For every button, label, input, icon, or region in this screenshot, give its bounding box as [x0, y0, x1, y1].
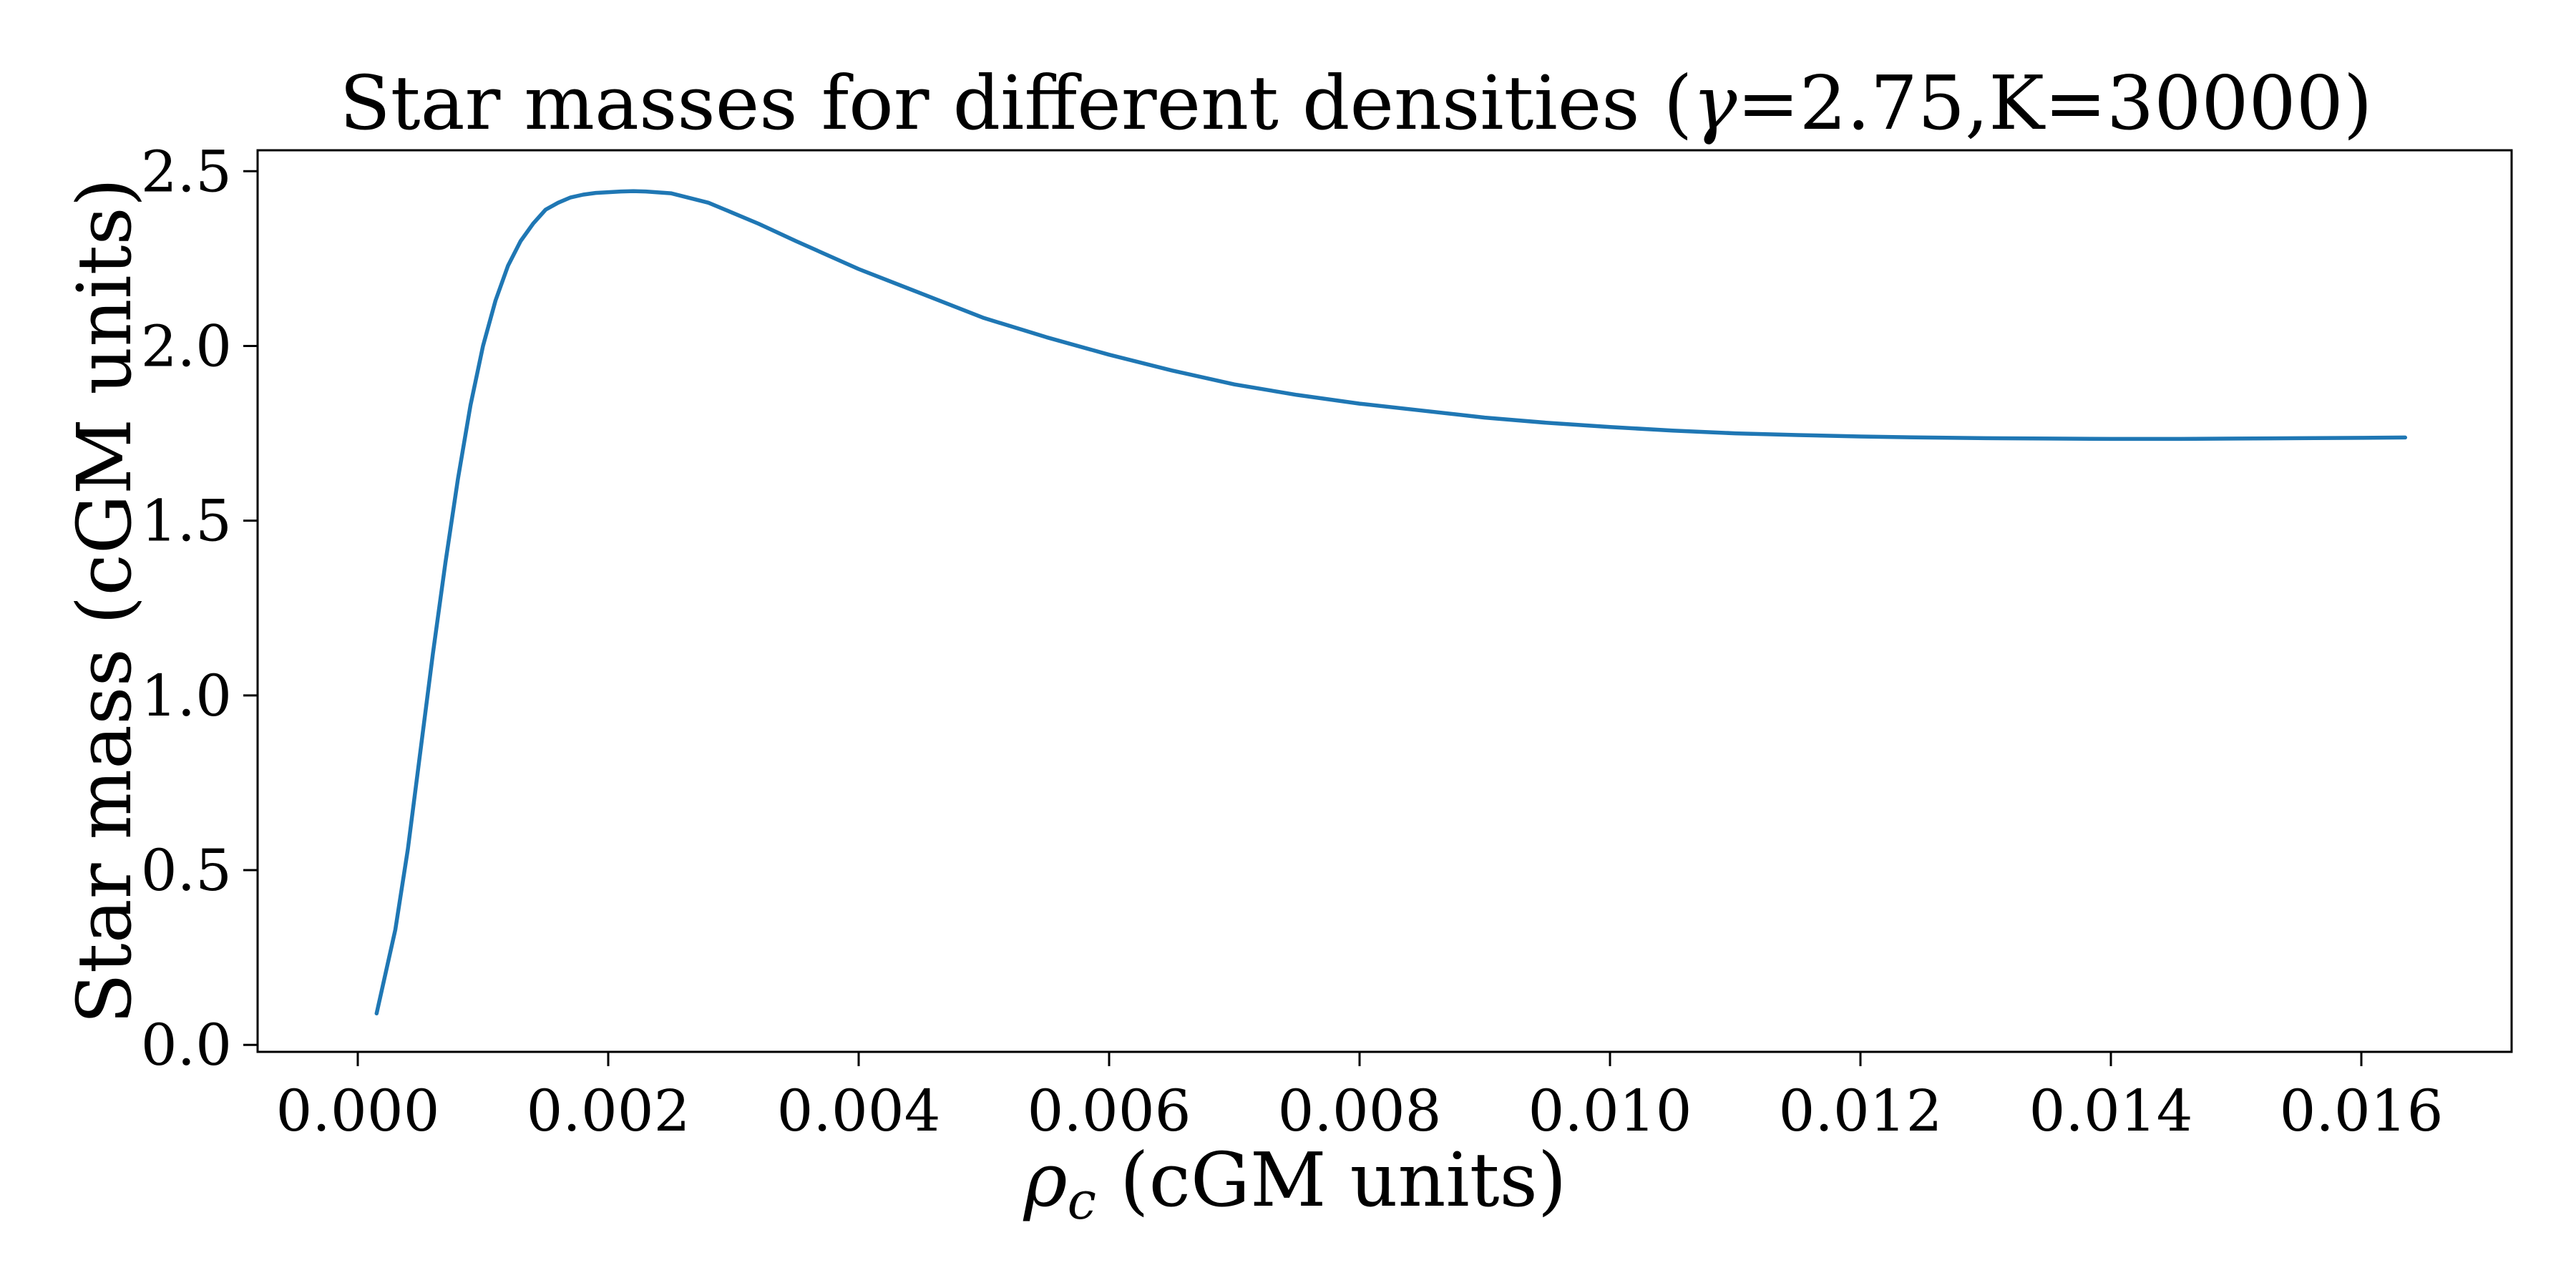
series-group: [374, 189, 2408, 1016]
x-axis-ticks: 0.000 0.002 0.004 0.006 0.008 0.010 0.012 0.014…: [275, 1052, 2444, 1144]
series-line-0: [374, 189, 2408, 1016]
plot-frame: [256, 149, 2513, 1053]
chart-title: Star masses for different densities (γ=2…: [340, 59, 2373, 147]
y-axis-ticks: 0.0 0.5 1.0 1.5 2.0 2.5: [141, 138, 258, 1078]
x-tick-label: 0.012: [1778, 1078, 1942, 1144]
y-tick-label: 2.0: [141, 313, 232, 379]
x-tick-label: 0.006: [1027, 1078, 1191, 1144]
x-tick-label: 0.016: [2279, 1078, 2443, 1144]
x-tick-label: 0.002: [526, 1078, 690, 1144]
x-axis-label-subscript: c: [1068, 1171, 1096, 1231]
chart-title-symbol: γ: [1692, 59, 1737, 147]
y-tick-label: 1.0: [141, 663, 232, 729]
x-tick-label: 0.008: [1277, 1078, 1441, 1144]
y-axis-label: Star mass (cGM units): [61, 178, 148, 1025]
x-tick-label: 0.004: [776, 1078, 940, 1144]
y-tick-label: 0.5: [141, 837, 232, 904]
x-tick-label: 0.000: [275, 1078, 439, 1144]
chart-title-prefix: Star masses for different densities (: [340, 59, 1693, 147]
x-tick-label: 0.010: [1528, 1078, 1692, 1144]
chart-title-suffix: =2.75,K=30000): [1737, 59, 2372, 147]
x-axis-label: ρc (cGM units): [1023, 1136, 1567, 1231]
x-tick-label: 0.014: [2029, 1078, 2192, 1144]
y-tick-label: 1.5: [141, 488, 232, 555]
y-tick-label: 2.5: [141, 138, 232, 205]
x-axis-label-symbol: ρ: [1023, 1136, 1068, 1224]
y-tick-label: 0.0: [141, 1012, 232, 1078]
x-axis-label-suffix: (cGM units): [1096, 1136, 1566, 1224]
